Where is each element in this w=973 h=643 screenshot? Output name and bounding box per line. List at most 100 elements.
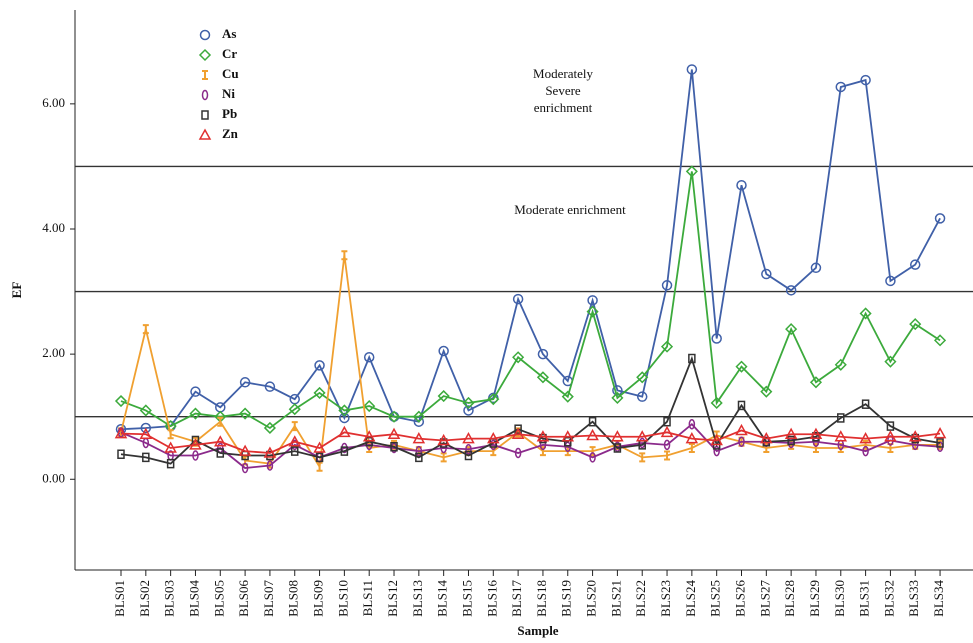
marker <box>415 445 423 457</box>
marker <box>587 295 598 306</box>
marker <box>663 416 671 427</box>
marker <box>314 360 325 371</box>
marker <box>487 432 500 444</box>
marker <box>288 403 301 416</box>
marker <box>202 70 208 80</box>
marker <box>437 433 450 446</box>
x-tick-label: BLS07 <box>261 580 276 617</box>
x-tick-label: BLS20 <box>584 580 599 617</box>
x-tick-label: BLS24 <box>683 580 698 617</box>
x-tick-label: BLS12 <box>385 580 400 617</box>
marker <box>908 430 922 442</box>
marker <box>363 352 375 363</box>
marker <box>511 427 525 439</box>
legend-label: Cu <box>222 66 239 81</box>
marker <box>810 262 822 274</box>
marker <box>861 399 870 409</box>
marker <box>114 395 128 408</box>
x-tick-label: BLS01 <box>112 580 127 617</box>
x-tick-label: BLS25 <box>708 580 723 617</box>
marker <box>812 431 820 442</box>
marker <box>239 377 251 388</box>
marker <box>462 432 475 444</box>
marker <box>190 386 201 397</box>
marker <box>216 448 225 458</box>
x-tick-label: BLS33 <box>906 580 921 617</box>
x-tick-label: BLS05 <box>211 580 226 617</box>
x-tick-label: BLS30 <box>832 580 847 617</box>
x-tick-label: BLS02 <box>137 580 152 617</box>
series-line <box>120 255 941 470</box>
marker <box>117 449 125 459</box>
x-tick-label: BLS27 <box>757 580 772 617</box>
marker <box>189 407 202 420</box>
marker <box>859 432 872 444</box>
marker <box>785 285 797 296</box>
y-tick-label: 6.00 <box>42 95 65 110</box>
marker <box>198 48 212 62</box>
marker <box>685 432 699 444</box>
marker <box>140 422 152 434</box>
marker <box>661 280 673 291</box>
marker <box>315 452 324 463</box>
marker <box>936 438 944 448</box>
marker <box>561 430 575 442</box>
y-tick-label: 2.00 <box>42 345 65 360</box>
x-axis-title: Sample <box>517 623 558 638</box>
marker <box>636 391 648 402</box>
annotation: Moderately <box>533 66 593 81</box>
x-tick-label: BLS09 <box>311 580 326 617</box>
marker <box>736 179 747 191</box>
marker <box>611 391 624 404</box>
marker <box>635 430 649 442</box>
x-tick-label: BLS03 <box>162 580 177 617</box>
marker <box>338 425 351 438</box>
series-line <box>120 69 941 431</box>
marker <box>710 433 723 446</box>
marker <box>214 435 227 447</box>
marker <box>463 405 474 416</box>
marker <box>462 396 475 409</box>
marker <box>290 446 299 456</box>
marker <box>142 324 149 335</box>
marker <box>710 396 723 409</box>
marker <box>239 407 252 420</box>
marker <box>760 432 773 444</box>
marker <box>837 413 845 423</box>
x-tick-label: BLS22 <box>633 580 648 617</box>
marker <box>139 404 152 417</box>
x-tick-label: BLS28 <box>782 580 797 617</box>
marker <box>685 165 698 178</box>
marker <box>735 423 748 436</box>
marker <box>390 441 398 452</box>
x-tick-label: BLS29 <box>807 580 822 617</box>
marker <box>339 412 350 424</box>
marker <box>835 81 847 93</box>
marker <box>201 110 209 120</box>
marker <box>291 421 298 432</box>
marker <box>586 428 599 441</box>
marker <box>688 442 695 453</box>
marker <box>809 427 823 439</box>
marker <box>834 430 848 442</box>
x-tick-label: BLS32 <box>881 580 896 617</box>
marker <box>142 452 150 463</box>
marker <box>639 452 646 463</box>
marker <box>611 430 624 442</box>
series-line <box>120 422 941 469</box>
marker <box>266 460 274 471</box>
marker <box>933 427 947 439</box>
marker <box>263 446 277 458</box>
legend-label: Pb <box>222 106 237 121</box>
marker <box>934 213 946 224</box>
marker <box>536 371 550 384</box>
x-tick-label: BLS08 <box>286 580 301 617</box>
y-tick-label: 0.00 <box>42 470 65 485</box>
x-tick-label: BLS06 <box>236 580 251 617</box>
marker <box>688 418 696 430</box>
x-tick-label: BLS11 <box>360 580 375 616</box>
marker <box>713 445 720 457</box>
marker <box>264 381 276 392</box>
marker <box>787 435 795 446</box>
marker <box>909 318 922 331</box>
